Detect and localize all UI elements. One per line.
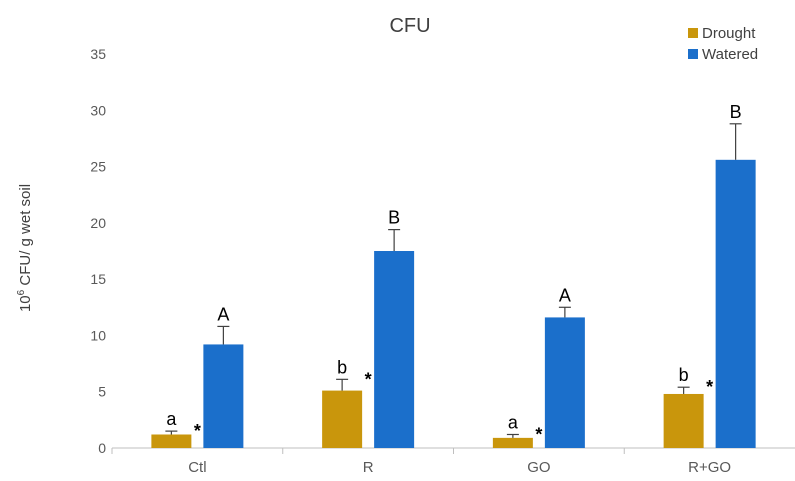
significance-star: * bbox=[194, 421, 201, 441]
bar-watered bbox=[544, 317, 585, 448]
bar-drought bbox=[322, 390, 363, 448]
x-tick-label: R bbox=[363, 459, 374, 476]
bar-drought bbox=[151, 434, 192, 448]
bar-watered bbox=[715, 159, 756, 448]
x-tick-label: Ctl bbox=[188, 459, 206, 476]
significance-letter: a bbox=[166, 409, 177, 429]
legend-label: Drought bbox=[702, 25, 756, 42]
bar-drought bbox=[663, 393, 704, 448]
legend: Drought Watered bbox=[688, 25, 758, 63]
chart-title: CFU bbox=[389, 15, 430, 37]
significance-star: * bbox=[365, 369, 372, 389]
significance-letter: a bbox=[508, 412, 519, 432]
bar-drought bbox=[492, 437, 533, 448]
y-axis-label-prefix: 10 bbox=[17, 295, 34, 312]
y-axis: 0 5 10 15 20 25 30 35 bbox=[90, 46, 106, 456]
y-tick-label: 20 bbox=[90, 215, 106, 231]
legend-label: Watered bbox=[702, 46, 758, 63]
significance-letter: B bbox=[730, 102, 742, 122]
bars: a A * b B * a A * b B * bbox=[151, 102, 756, 448]
y-tick-label: 0 bbox=[98, 440, 106, 456]
significance-letter: b bbox=[337, 357, 347, 377]
significance-letter: A bbox=[217, 304, 229, 324]
significance-letter: b bbox=[679, 365, 689, 385]
y-tick-label: 10 bbox=[90, 327, 106, 343]
significance-star: * bbox=[706, 377, 713, 397]
x-tick-label: R+GO bbox=[688, 459, 731, 476]
legend-swatch-watered bbox=[688, 49, 698, 59]
y-tick-label: 25 bbox=[90, 159, 106, 175]
y-tick-label: 30 bbox=[90, 102, 106, 118]
legend-swatch-drought bbox=[688, 28, 698, 38]
x-axis: Ctl R GO R+GO bbox=[111, 447, 795, 476]
significance-star: * bbox=[535, 424, 542, 444]
bar-watered bbox=[203, 344, 244, 448]
y-axis-label-rest: CFU/ g wet soil bbox=[17, 184, 34, 290]
y-axis-label-superscript: 6 bbox=[16, 289, 27, 295]
significance-letter: A bbox=[559, 285, 571, 305]
bar-watered bbox=[374, 251, 415, 448]
x-tick-label: GO bbox=[527, 459, 550, 476]
y-tick-label: 35 bbox=[90, 46, 106, 62]
y-axis-label: 106 CFU/ g wet soil bbox=[16, 184, 34, 312]
y-tick-label: 15 bbox=[90, 271, 106, 287]
y-tick-label: 5 bbox=[98, 384, 106, 400]
significance-letter: B bbox=[388, 208, 400, 228]
